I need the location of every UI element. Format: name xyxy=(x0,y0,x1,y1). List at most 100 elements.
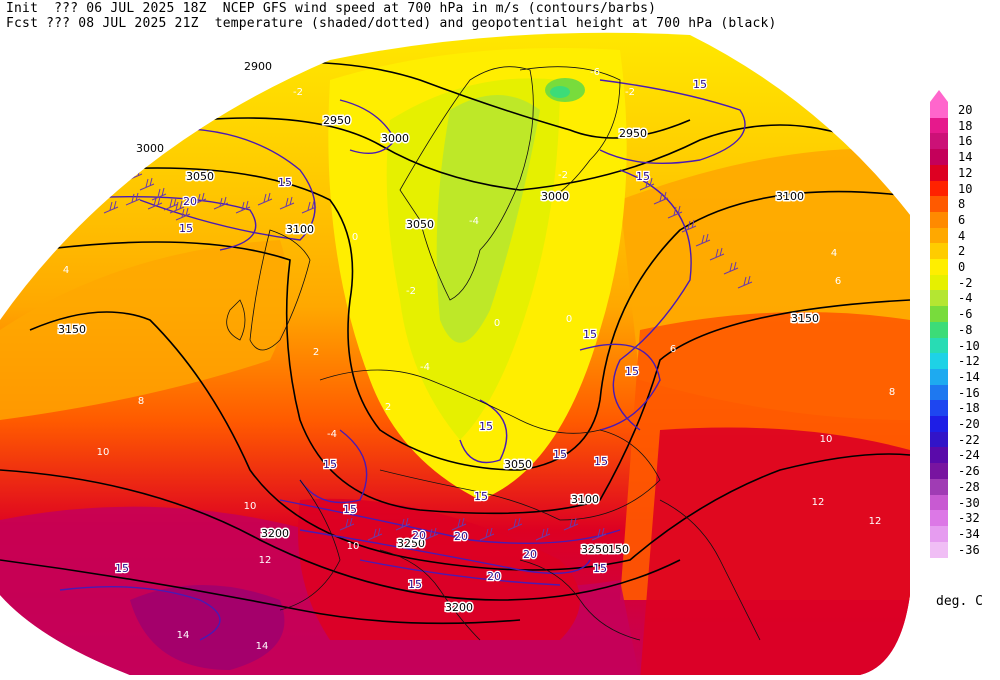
colorbar-label: 20 xyxy=(958,103,973,117)
temperature-label: 2 xyxy=(313,347,319,358)
wind-barb xyxy=(151,187,167,201)
colorbar-label: -32 xyxy=(958,511,980,526)
temperature-label: 12 xyxy=(812,497,825,508)
temperature-label: 6 xyxy=(670,344,676,355)
wind-barb xyxy=(591,527,607,541)
colorbar-swatch xyxy=(930,494,948,511)
wind-barb xyxy=(479,527,495,541)
wind-contour-label: 15 xyxy=(593,562,607,575)
wind-barb xyxy=(723,261,739,275)
temperature-label: -2 xyxy=(406,286,416,297)
temperature-label: 0 xyxy=(566,314,572,325)
height-contour-label: 3200 xyxy=(261,527,289,540)
colorbar-swatch xyxy=(930,368,948,386)
height-contour-label: 3000 xyxy=(136,142,164,155)
wind-contour-label: 15 xyxy=(408,578,422,591)
temperature-label: 2 xyxy=(385,402,391,413)
height-contour-label: 3000 xyxy=(541,190,569,203)
wind-contour-label: 20 xyxy=(412,529,426,542)
height-contour-label: 3050 xyxy=(406,218,434,231)
temperature-label: 8 xyxy=(889,387,895,398)
temperature-label: 8 xyxy=(138,396,144,407)
colorbar-label: -2 xyxy=(958,275,973,290)
colorbar-label: 2 xyxy=(958,244,966,259)
height-contour-label: 2950 xyxy=(619,127,647,140)
height-contour-label: 3150 xyxy=(791,312,819,325)
colorbar-swatch xyxy=(930,196,948,213)
colorbar-swatch xyxy=(930,243,948,260)
colorbar-swatch xyxy=(930,149,948,166)
colorbar-label: -30 xyxy=(958,495,980,510)
wind-barb xyxy=(695,233,711,247)
coastlines xyxy=(226,66,761,641)
height-contour-label: 2900 xyxy=(244,60,272,73)
colorbar-swatch xyxy=(930,510,948,527)
colorbar-arrow xyxy=(930,90,948,102)
wind-contour-label: 15 xyxy=(594,455,608,468)
temperature-label: 12 xyxy=(869,516,882,527)
temperature-label: -4 xyxy=(469,216,479,227)
wind-contour-label: 15 xyxy=(693,78,707,91)
wind-contour-label: 20 xyxy=(183,195,197,208)
wind-barb xyxy=(175,207,191,221)
wind-contour-label: 15 xyxy=(115,562,129,575)
temperature-label: 4 xyxy=(831,248,837,259)
wind-contour-label: 15 xyxy=(625,365,639,378)
colorbar-label: -34 xyxy=(958,526,980,541)
colorbar-swatch xyxy=(930,211,948,229)
colorbar-swatch xyxy=(930,463,948,480)
wind-contour-label: 15 xyxy=(323,458,337,471)
wind-barb xyxy=(451,517,467,531)
wind-barb xyxy=(59,192,75,206)
header-init-line: Init ??? 06 JUL 2025 18Z NCEP GFS wind s… xyxy=(6,1,657,16)
wind-contour-label: 15 xyxy=(553,448,567,461)
wind-barb xyxy=(667,205,683,219)
colorbar-swatch xyxy=(930,384,948,401)
colorbar-label: 0 xyxy=(958,260,966,274)
colorbar-swatch xyxy=(930,133,948,150)
colorbar-label: -8 xyxy=(958,322,973,337)
colorbar-swatch xyxy=(930,337,948,354)
wind-barb xyxy=(125,192,141,206)
wind-barb xyxy=(301,200,317,214)
temperature-label: 14 xyxy=(177,630,190,641)
colorbar-label: 8 xyxy=(958,197,966,212)
colorbar-label: 14 xyxy=(958,150,973,165)
wind-barb xyxy=(147,196,163,210)
height-contour-label: 3050 xyxy=(186,170,214,183)
temperature-label: 10 xyxy=(820,434,833,445)
height-contour-label: 3150 xyxy=(601,543,629,556)
colorbar-label: -10 xyxy=(958,338,980,353)
colorbar-label: -18 xyxy=(958,401,980,416)
wind-barb xyxy=(213,196,229,210)
temperature-label: -6 xyxy=(590,67,600,78)
temperature-label: -2 xyxy=(558,170,568,181)
wind-contour-label: 15 xyxy=(278,176,292,189)
colorbar-swatch xyxy=(930,321,948,338)
wind-barb xyxy=(103,147,119,161)
map-labels: 2900 2950 2950 3000 3000 3000 3050 3050 3050 3100… xyxy=(57,59,896,653)
height-contour-label: 3250 xyxy=(581,543,609,556)
colorbar-swatch xyxy=(930,478,948,495)
colorbar-label: 4 xyxy=(958,228,966,243)
wind-barb xyxy=(235,200,251,214)
height-contour-label: 3050 xyxy=(504,458,532,471)
wind-barb xyxy=(563,517,579,531)
units-label: deg. C xyxy=(936,594,983,609)
temperature-label: -2 xyxy=(293,87,303,98)
colorbar-swatch xyxy=(930,274,948,291)
wind-barb xyxy=(115,157,131,171)
colorbar-swatch xyxy=(930,290,948,307)
wind-contour-label: 15 xyxy=(636,170,650,183)
header-fcst-line: Fcst ??? 08 JUL 2025 21Z temperature (sh… xyxy=(6,16,777,31)
height-contour-label: 2950 xyxy=(323,114,351,127)
wind-barb xyxy=(79,127,95,141)
temperature-label: 4 xyxy=(63,265,69,276)
wind-contour-label: 15 xyxy=(583,328,597,341)
wind-barb xyxy=(535,527,551,541)
wind-barb xyxy=(257,192,273,206)
colorbar-label: 6 xyxy=(958,212,966,227)
wind-barb xyxy=(103,200,119,214)
wind-contours xyxy=(59,79,746,641)
